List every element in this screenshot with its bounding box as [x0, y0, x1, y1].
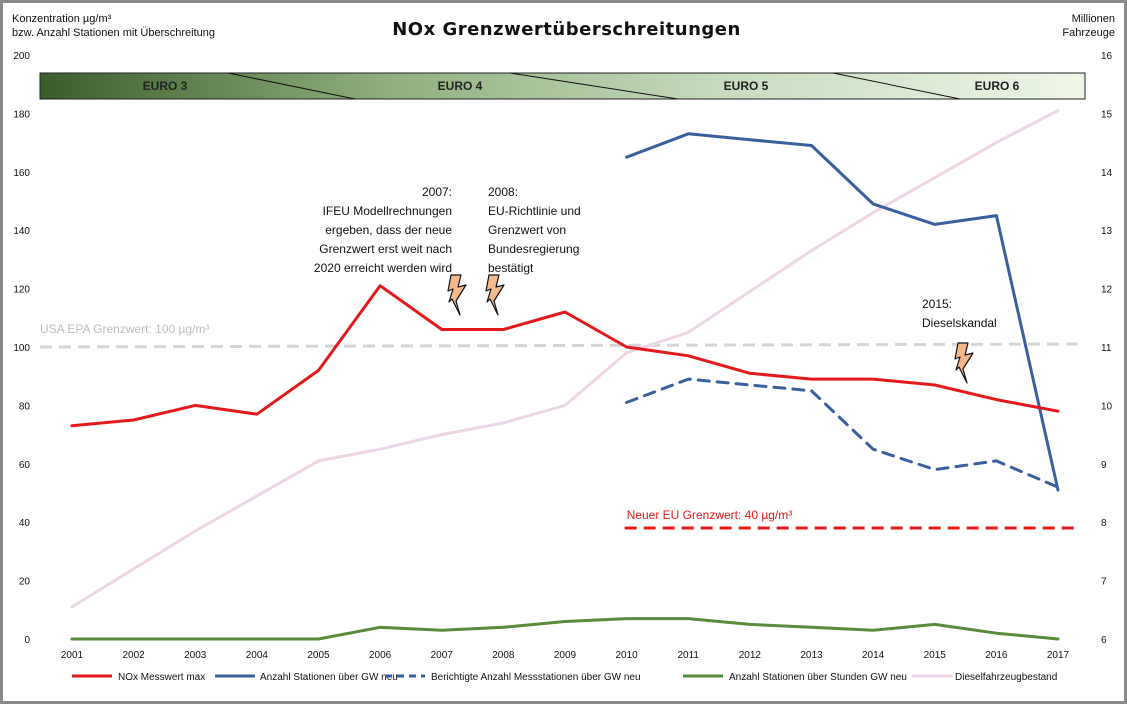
annotation-2008-text: 2008: [488, 185, 518, 199]
epa-limit-label: USA EPA Grenzwert: 100 µg/m³ [40, 322, 209, 336]
series-line-0 [70, 284, 1060, 428]
right-axis-unit: Millionen Fahrzeuge [1062, 12, 1115, 40]
annotation-2015-text: Dieselskandal [922, 316, 997, 330]
lightning-icon-2008 [485, 274, 505, 316]
x-axis-tick-label: 2014 [862, 650, 885, 661]
x-axis-tick-label: 2017 [1047, 650, 1070, 661]
euro-band-separator [832, 72, 961, 100]
annotation-2007-text: IFEU Modellrechnungen [323, 204, 452, 218]
lightning-icon-2007 [447, 274, 467, 316]
left-axis-tick-label: 20 [19, 577, 31, 588]
x-axis-tick-label: 2008 [492, 650, 515, 661]
annotation-2007-text: 2007: [422, 185, 452, 199]
x-axis-tick-label: 2015 [924, 650, 947, 661]
right-axis-tick-label: 14 [1101, 168, 1113, 179]
right-axis-tick-label: 10 [1101, 401, 1113, 412]
legend-label-4: Dieselfahrzeugbestand [955, 672, 1057, 683]
right-axis-tick-label: 9 [1101, 460, 1107, 471]
right-axis-unit-line2: Fahrzeuge [1062, 27, 1115, 39]
annotation-2008-text: Grenzwert von [488, 223, 566, 237]
euro-band-separator [227, 72, 356, 100]
legend-label-2: Berichtigte Anzahl Messstationen über GW… [431, 672, 641, 683]
left-axis-tick-label: 120 [13, 285, 30, 296]
euro-norm-label: EURO 4 [438, 79, 483, 93]
right-axis-unit-line1: Millionen [1071, 13, 1115, 25]
left-axis-tick-label: 40 [19, 518, 31, 529]
epa-limit-line [39, 342, 1086, 349]
euro-band-separator [509, 72, 679, 100]
x-axis-tick-label: 2013 [800, 650, 823, 661]
series-line-2 [625, 377, 1060, 489]
right-axis-tick-label: 12 [1101, 285, 1113, 296]
left-axis-tick-label: 60 [19, 460, 31, 471]
x-axis-tick-label: 2011 [677, 650, 699, 661]
annotation-2007-text: ergeben, dass der neue [325, 223, 452, 237]
left-axis-tick-label: 160 [13, 168, 30, 179]
x-axis-tick-label: 2004 [246, 650, 269, 661]
left-axis-unit: Konzentration µg/m³ bzw. Anzahl Statione… [12, 12, 215, 40]
lightning-icon-2015 [954, 342, 974, 384]
x-axis-tick-label: 2007 [431, 650, 454, 661]
right-axis-tick-label: 16 [1101, 51, 1113, 62]
left-axis-tick-label: 140 [13, 226, 30, 237]
x-axis-tick-label: 2005 [307, 650, 330, 661]
x-axis-tick-label: 2012 [739, 650, 762, 661]
chart-title: NOx Grenzwertüberschreitungen [392, 19, 741, 40]
x-axis-tick-label: 2016 [985, 650, 1008, 661]
left-axis-unit-line1: Konzentration µg/m³ [12, 13, 112, 25]
right-axis-tick-label: 7 [1101, 577, 1107, 588]
right-axis-tick-label: 11 [1101, 343, 1112, 354]
euro-norm-label: EURO 5 [724, 79, 769, 93]
left-axis-unit-line2: bzw. Anzahl Stationen mit Überschreitung [12, 27, 216, 39]
annotation-2007-text: 2020 erreicht werden wird [314, 261, 452, 275]
left-axis-tick-label: 200 [13, 51, 30, 62]
legend-label-3: Anzahl Stationen über Stunden GW neu [729, 672, 907, 683]
right-axis-tick-label: 6 [1101, 635, 1107, 646]
right-axis-tick-label: 8 [1101, 518, 1107, 529]
series-line-1 [625, 132, 1060, 492]
left-axis-tick-label: 100 [13, 343, 30, 354]
euro-norm-label: EURO 3 [143, 79, 188, 93]
x-axis-tick-label: 2010 [616, 650, 639, 661]
right-axis-tick-label: 15 [1101, 109, 1113, 120]
right-axis-tick-label: 13 [1101, 226, 1113, 237]
annotation-2008-text: Bundesregierung [488, 242, 579, 256]
legend-label-0: NOx Messwert max [118, 672, 205, 683]
x-axis-tick-label: 2001 [61, 650, 84, 661]
legend-label-1: Anzahl Stationen über GW neu [260, 672, 398, 683]
x-axis-tick-label: 2006 [369, 650, 392, 661]
annotation-2008-text: bestätigt [488, 261, 534, 275]
x-axis-tick-label: 2003 [184, 650, 207, 661]
left-axis-tick-label: 180 [13, 109, 30, 120]
euro-norm-label: EURO 6 [975, 79, 1020, 93]
x-axis-tick-label: 2009 [554, 650, 577, 661]
x-axis-tick-label: 2002 [123, 650, 146, 661]
nox-line-chart: 0204060801001201401601802006789101112131… [13, 51, 1113, 683]
euro-norm-band [39, 72, 1086, 100]
annotation-2008-text: EU-Richtlinie und [488, 204, 581, 218]
eu-limit-label: Neuer EU Grenzwert: 40 µg/m³ [627, 508, 793, 522]
series-line-3 [70, 617, 1060, 641]
series-line-4 [70, 109, 1060, 609]
annotation-2007-text: Grenzwert erst weit nach [319, 242, 452, 256]
left-axis-tick-label: 80 [19, 401, 31, 412]
annotation-2015-text: 2015: [922, 297, 952, 311]
left-axis-tick-label: 0 [24, 635, 30, 646]
